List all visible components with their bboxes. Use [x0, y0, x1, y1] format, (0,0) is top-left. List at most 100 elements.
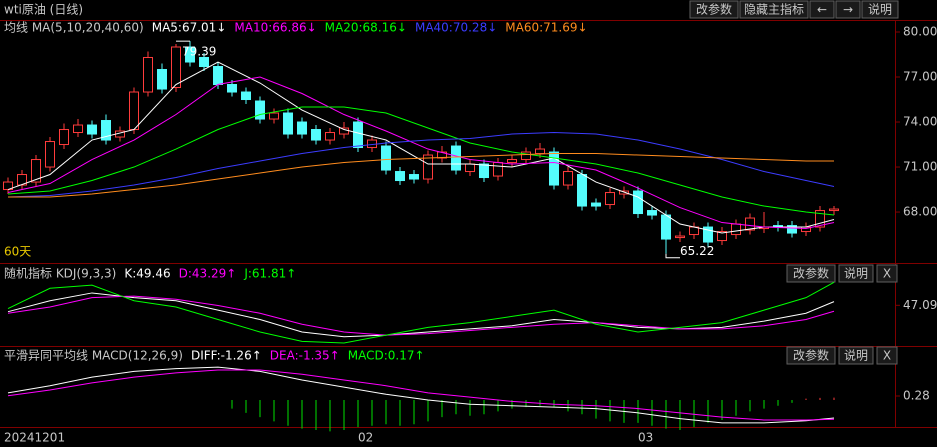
legend-entry: DEA:-1.35↑ [270, 349, 340, 363]
candle-body [409, 174, 419, 180]
button-label[interactable]: 改参数 [793, 348, 829, 363]
indicator-line [7, 366, 835, 424]
button[interactable]: → [835, 0, 861, 19]
indicator-line [8, 153, 834, 198]
button[interactable]: 隐藏主指标 [739, 0, 809, 19]
button[interactable]: 改参数 [786, 346, 836, 365]
legend-entry: MA40:70.28↓ [415, 21, 497, 35]
candle-body [661, 214, 671, 240]
legend-entry: MA20:68.16↓ [325, 21, 407, 35]
candle-body [675, 235, 685, 239]
button-frame [838, 346, 874, 365]
candle-body [535, 148, 545, 155]
candle-body [353, 121, 363, 149]
indicator-label: 随机指标 KDJ(9,3,3) [4, 266, 116, 281]
button-frame [835, 0, 861, 19]
legend-entry: J:61.81↑ [243, 267, 296, 281]
button[interactable]: X [876, 264, 898, 283]
candle-body [101, 120, 111, 141]
candle-body [521, 151, 531, 161]
candle-body [381, 145, 391, 171]
candle-body [3, 181, 13, 191]
button-frame [786, 346, 836, 365]
indicator-line [7, 281, 835, 344]
indicator-label: 均线 MA(5,10,20,40,60) [4, 21, 144, 35]
button-frame [786, 264, 836, 283]
candle-body [171, 46, 181, 89]
legend-entry: K:49.46 [124, 267, 170, 281]
candle-body [339, 127, 349, 135]
y-tick-label: 74.00 [903, 115, 937, 129]
button-label[interactable]: 说明 [868, 2, 892, 17]
indicator-line [7, 292, 835, 338]
button[interactable]: 改参数 [689, 0, 739, 19]
indicator-line [7, 132, 835, 198]
candle-body [423, 154, 433, 180]
high-annotation: 79.39 [182, 45, 216, 59]
candle-body [73, 124, 83, 134]
candle-body [199, 57, 209, 68]
button[interactable]: ← [809, 0, 835, 19]
low-annotation: 65.22 [680, 244, 714, 258]
candle-body [241, 91, 251, 101]
candle-body [269, 112, 279, 120]
button[interactable]: 说明 [838, 346, 874, 365]
indicator-line [7, 106, 835, 216]
indicator-label: 平滑异同平均线 MACD(12,26,9) [4, 349, 183, 363]
candle-body [185, 46, 195, 63]
candle-body [143, 57, 153, 93]
candle-body [549, 151, 559, 186]
button-label[interactable]: 说明 [844, 348, 868, 363]
candle-body [31, 159, 41, 183]
legend-entry: DIFF:-1.26↑ [191, 349, 262, 363]
button[interactable]: 说明 [861, 0, 899, 19]
x-tick-label: 20241201 [4, 431, 65, 445]
button-label[interactable]: ← [817, 3, 827, 17]
legend-entry: MA10:66.86↓ [234, 21, 316, 35]
candle-body [605, 192, 615, 206]
x-tick-label: 02 [358, 431, 373, 445]
legend-entry: MA5:67.01↓ [152, 21, 227, 35]
button-label[interactable]: 改参数 [696, 2, 732, 17]
candle-body [745, 217, 755, 231]
candle-body [815, 210, 825, 228]
legend-entry: MA60:71.69↓ [505, 21, 587, 35]
button[interactable]: 改参数 [786, 264, 836, 283]
candle-body [577, 174, 587, 207]
button-frame [739, 0, 809, 19]
candle-body [703, 226, 713, 243]
indicator-line [7, 295, 835, 336]
button-frame [876, 264, 898, 283]
y-tick-label: 80.00 [903, 25, 937, 39]
button-label[interactable]: X [883, 267, 891, 281]
candle-body [59, 129, 69, 146]
button-frame [809, 0, 835, 19]
candle-body [87, 124, 97, 135]
button-label[interactable]: 说明 [844, 266, 868, 281]
candle-body [787, 225, 797, 234]
candle-body [255, 100, 265, 120]
indicator-line [7, 61, 835, 234]
title: wti原油 (日线) [4, 3, 83, 17]
x-tick-label: 03 [638, 431, 653, 445]
candle-body [479, 163, 489, 179]
candle-body [829, 208, 839, 212]
y-tick-label: 0.28 [903, 389, 930, 403]
button-label[interactable]: 改参数 [793, 266, 829, 281]
button-frame [861, 0, 899, 19]
y-tick-label: 71.00 [903, 160, 937, 174]
legend-entry: D:43.29↑ [179, 267, 237, 281]
y-tick-label: 77.00 [903, 70, 937, 84]
button-label[interactable]: X [883, 349, 891, 363]
candle-body [493, 162, 503, 177]
button[interactable]: X [876, 346, 898, 365]
candle-body [451, 145, 461, 171]
legend-entry: MACD:0.17↑ [348, 349, 425, 363]
candle-body [395, 171, 405, 182]
button-label[interactable]: 隐藏主指标 [744, 2, 804, 17]
candle-body [465, 163, 475, 173]
candle-body [647, 210, 657, 216]
button-label[interactable]: → [843, 3, 853, 17]
button[interactable]: 说明 [838, 264, 874, 283]
candle-body [129, 91, 139, 131]
